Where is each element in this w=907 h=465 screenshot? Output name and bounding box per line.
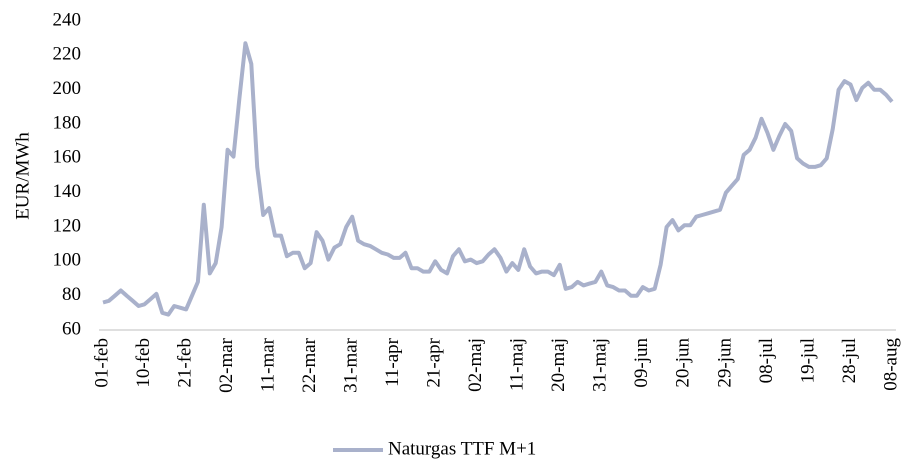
x-tick-label: 21-feb [174,338,195,388]
y-tick-label: 160 [53,147,82,168]
x-tick-label: 09-jun [631,338,652,388]
y-axis-label: EUR/MWh [12,132,33,220]
y-tick-label: 240 [53,9,82,30]
x-tick-label: 02-maj [465,338,486,392]
x-tick-label: 21-apr [424,337,445,387]
x-tick-label: 11-mar [257,337,278,392]
y-tick-label: 220 [53,44,82,65]
line-series [102,41,894,317]
y-tick-label: 120 [53,215,82,236]
x-tick-label: 02-mar [216,337,237,393]
y-tick-label: 180 [53,112,82,133]
y-tick-label: 140 [53,181,82,202]
x-tick-label: 10-feb [133,338,154,388]
x-tick-label: 31-maj [590,338,611,392]
x-tick-label: 22-mar [299,337,320,393]
y-tick-label: 200 [53,78,82,99]
x-tick-label: 11-maj [507,338,528,391]
y-tick-label: 60 [62,318,81,339]
y-tick-label: 80 [62,284,81,305]
x-tick-label: 20-jun [673,338,694,388]
x-tick-label: 01-feb [91,338,112,388]
x-tick-label: 28-jul [839,338,860,383]
legend-label: Naturgas TTF M+1 [388,438,536,459]
x-tick-label: 08-jul [756,338,777,383]
y-tick-label: 100 [53,250,82,271]
x-tick-label: 19-jul [797,338,818,383]
x-tick-label: 11-apr [382,337,403,387]
x-tick-label: 20-maj [548,338,569,392]
x-tick-label: 08-aug [880,338,901,391]
x-tick-label: 31-mar [341,337,362,393]
x-tick-label: 29-jun [714,338,735,388]
